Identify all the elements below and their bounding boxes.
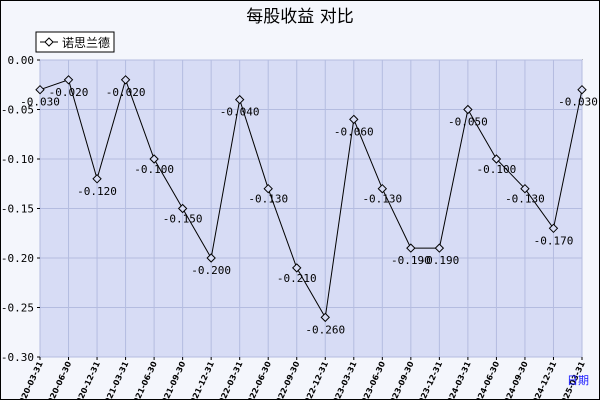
x-tick-label: 2021-03-31 (101, 360, 131, 400)
x-tick-label: 2021-06-30 (129, 360, 159, 400)
x-axis: 2020-03-312020-06-302020-12-312021-03-31… (15, 357, 587, 400)
data-label: -0.100 (134, 163, 174, 176)
x-tick-label: 2023-03-31 (329, 360, 359, 400)
data-label: -0.190 (419, 254, 459, 267)
data-label: -0.150 (163, 213, 203, 226)
x-tick-label: 2023-06-30 (357, 360, 387, 400)
series-group: -0.030-0.020-0.120-0.020-0.100-0.150-0.2… (20, 75, 598, 336)
y-tick-label: 0.00 (8, 54, 35, 67)
x-tick-label: 2021-09-30 (158, 360, 188, 400)
legend: 诺思兰德 (35, 31, 115, 53)
data-label: -0.060 (334, 125, 374, 138)
data-label: -0.260 (305, 323, 345, 336)
data-point-marker (206, 253, 216, 263)
data-point-marker (177, 203, 188, 214)
data-point-marker (349, 114, 359, 125)
data-label: -0.020 (49, 86, 89, 99)
x-tick-label: 2024-03-31 (443, 360, 473, 400)
x-tick-label: 2021-12-31 (186, 360, 216, 400)
data-label: -0.020 (106, 86, 146, 99)
series-line (39, 78, 583, 319)
data-point-marker (434, 243, 445, 253)
data-point-marker (320, 312, 330, 323)
data-point-marker (491, 154, 502, 164)
grid-lines (39, 59, 583, 358)
data-point-marker (548, 223, 559, 234)
legend-diamond-marker (44, 37, 54, 47)
x-tick-label: 2022-12-31 (300, 360, 330, 400)
data-label: -0.120 (77, 185, 117, 198)
data-label: -0.210 (277, 272, 317, 285)
data-label: -0.190 (391, 254, 431, 267)
x-tick-label: 2022-03-31 (215, 360, 245, 400)
legend-label: 诺思兰德 (62, 35, 110, 50)
data-label: -0.030 (20, 96, 60, 109)
x-tick-label: 2024-06-30 (471, 360, 501, 400)
x-tick-label: 2022-09-30 (272, 360, 302, 400)
y-tick-label: -0.25 (1, 302, 34, 315)
data-label: -0.170 (534, 234, 574, 247)
data-label: -0.130 (248, 193, 288, 206)
data-point-marker (120, 75, 131, 85)
data-point-marker (263, 183, 273, 194)
data-label: -0.030 (558, 96, 598, 109)
data-point-marker (35, 84, 45, 95)
x-tick-label: 2020-12-31 (72, 360, 102, 400)
x-tick-label: 2020-03-31 (15, 360, 45, 400)
x-tick-label: 2024-09-30 (500, 360, 530, 400)
y-tick-label: -0.30 (1, 351, 34, 364)
x-tick-label: 2023-12-31 (414, 360, 444, 400)
data-label: -0.130 (505, 193, 545, 206)
y-tick-label: -0.15 (1, 203, 34, 216)
data-point-marker (577, 84, 587, 95)
x-tick-label: 2024-12-31 (529, 360, 559, 400)
data-point-marker (377, 183, 388, 194)
data-point-marker (406, 243, 416, 253)
y-tick-label: -0.20 (1, 252, 34, 265)
y-axis: 0.00 -0.05 -0.10 -0.15 -0.20 -0.25 -0.30 (1, 54, 40, 364)
legend-box (35, 31, 115, 53)
data-point-marker (234, 94, 245, 105)
data-label: -0.100 (477, 163, 517, 176)
data-point-marker (520, 183, 530, 194)
x-tick-label: 2022-06-30 (243, 360, 273, 400)
data-label: -0.130 (362, 193, 402, 206)
data-label: -0.200 (191, 264, 231, 277)
x-tick-label: 2020-06-30 (44, 360, 74, 400)
y-tick-label: -0.05 (1, 104, 34, 117)
data-label: -0.040 (220, 106, 260, 119)
data-point-marker (149, 154, 159, 164)
data-label: -0.050 (448, 116, 488, 129)
data-point-marker (463, 104, 473, 115)
data-point-marker (63, 75, 74, 85)
data-point-marker (92, 174, 102, 184)
x-tick-label: 2023-09-30 (386, 360, 416, 400)
y-tick-label: -0.10 (1, 153, 34, 166)
x-axis-label: 日期 (567, 374, 589, 387)
chart-title: 每股收益 对比 (246, 7, 353, 27)
data-point-marker (292, 263, 302, 273)
